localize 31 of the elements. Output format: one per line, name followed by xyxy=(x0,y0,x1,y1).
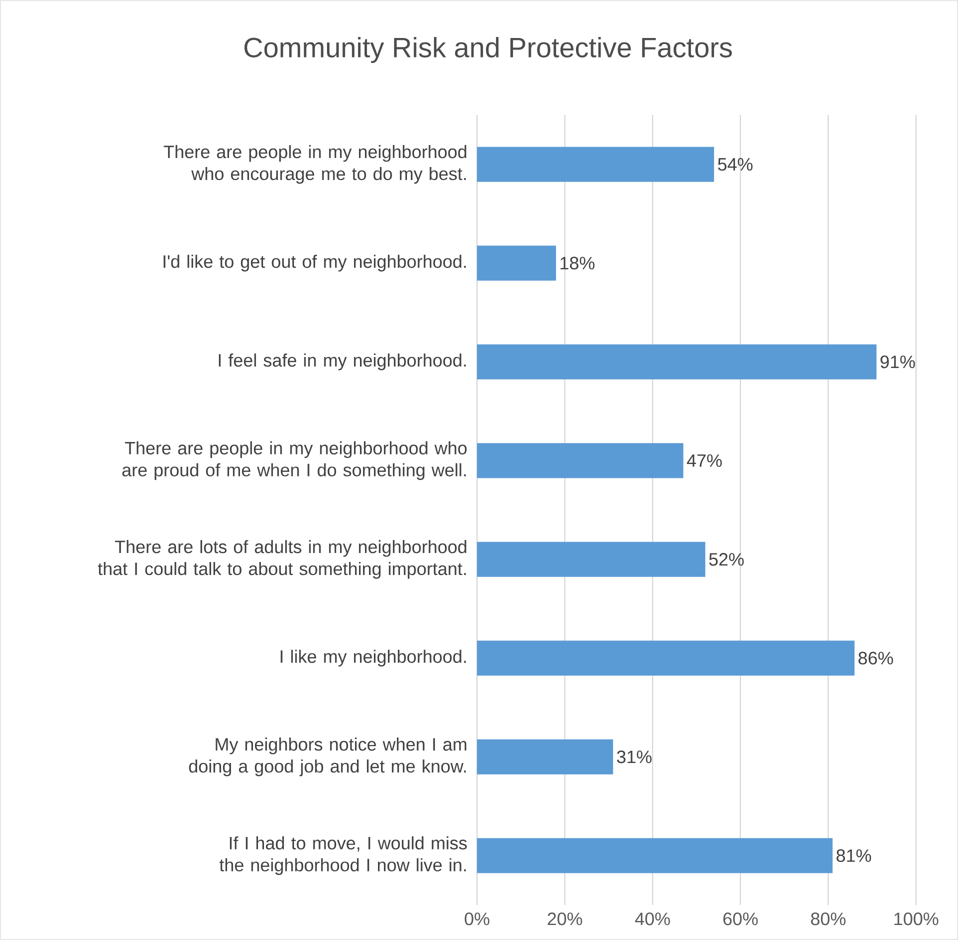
y-tick-label: There are people in my neighborhood who encourage me to do my best. xyxy=(164,145,466,184)
y-tick-label: My neighbors notice when I am doing a good job and let me know. xyxy=(189,738,466,776)
bar xyxy=(477,443,684,478)
y-tick-label: If I had to move, I would miss the neighborhood I now live in. xyxy=(220,836,467,875)
bar xyxy=(477,542,706,577)
bar xyxy=(477,246,556,281)
x-tick-label: 0% xyxy=(464,912,490,926)
bar xyxy=(477,739,614,774)
x-tick-label: 60% xyxy=(723,912,758,926)
chart-title: Community Risk and Protective Factors xyxy=(244,37,732,63)
x-tick-label: 80% xyxy=(811,912,846,926)
y-tick-label: I feel safe in my neighborhood. xyxy=(218,354,466,370)
data-label: 91% xyxy=(880,356,915,368)
data-label: 18% xyxy=(560,256,594,270)
y-tick-label: There are people in my neighborhood who are proud of me when I do something well. xyxy=(122,441,467,480)
data-label: 47% xyxy=(686,454,722,467)
bar xyxy=(477,344,876,380)
x-tick-label: 40% xyxy=(635,912,670,926)
bar xyxy=(477,146,714,182)
data-label: 54% xyxy=(718,158,753,171)
y-tick-label: I like my neighborhood. xyxy=(280,650,466,666)
bar xyxy=(477,640,855,676)
y-tick-label: There are lots of adults in my neighborhood that I could talk to about something important. xyxy=(98,540,466,579)
data-label: 81% xyxy=(836,849,872,862)
x-tick-label: 20% xyxy=(548,912,582,926)
data-label: 31% xyxy=(616,750,652,764)
x-tick-label: 100% xyxy=(894,912,938,926)
data-label: 52% xyxy=(709,553,744,566)
y-tick-label: I'd like to get out of my neighborhood. xyxy=(164,254,466,272)
data-label: 86% xyxy=(858,652,893,664)
bar xyxy=(477,838,833,874)
